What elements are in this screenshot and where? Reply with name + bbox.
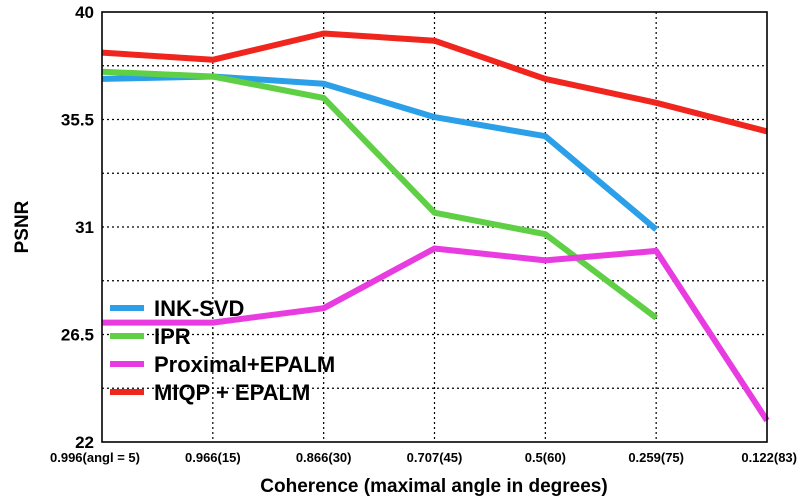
x-tick-label: 0.996(angl = 5): [50, 450, 140, 465]
y-axis-label: PSNR: [12, 200, 33, 253]
y-tick-label: 31: [75, 218, 94, 237]
y-tick-label: 40: [75, 3, 94, 22]
y-tick-label: 35.5: [61, 111, 94, 130]
x-tick-labels: 0.996(angl = 5) 0.966(15) 0.866(30) 0.707(4…: [50, 450, 797, 465]
x-axis-label: Coherence (maximal angle in degrees): [260, 476, 607, 497]
x-tick-label: 0.5(60): [525, 450, 566, 465]
legend-label-ink-svd: INK-SVD: [154, 296, 244, 321]
x-tick-label: 0.259(75): [628, 450, 684, 465]
x-tick-label: 0.966(15): [185, 450, 241, 465]
legend-label-miqp-epalm: MIQP + EPALM: [154, 380, 310, 405]
y-tick-label: 26.5: [61, 326, 94, 345]
legend-label-ipr: IPR: [154, 324, 191, 349]
x-tick-label: 0.866(30): [296, 450, 352, 465]
x-tick-label: 0.122(83): [741, 450, 797, 465]
x-tick-label: 0.707(45): [407, 450, 463, 465]
legend-label-proximal-epalm: Proximal+EPALM: [154, 352, 335, 377]
